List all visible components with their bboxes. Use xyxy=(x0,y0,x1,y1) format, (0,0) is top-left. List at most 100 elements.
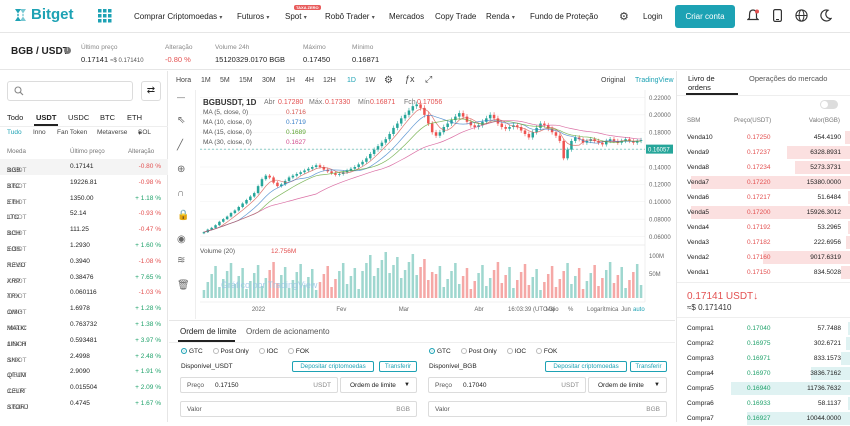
interval-1m[interactable]: 1M xyxy=(201,77,211,84)
interval-1w[interactable]: 1W xyxy=(365,77,376,84)
buy-amount-input[interactable]: Valor BGB xyxy=(180,401,417,417)
sell-transfer-button[interactable]: Transferir xyxy=(630,361,667,372)
swap-arrows-icon[interactable]: ⇄ xyxy=(141,81,161,101)
buy-price-input[interactable]: Preço 0.17150 USDT xyxy=(180,377,338,393)
ask-row[interactable]: Venda8 0.17234 5273.3731 xyxy=(677,160,850,175)
interval-1h[interactable]: 1H xyxy=(286,77,295,84)
tif-post-only[interactable]: Post Only xyxy=(212,348,249,355)
cursor-arrow-icon[interactable]: ⇖ xyxy=(177,115,186,126)
view-tradingview[interactable]: TradingView xyxy=(635,77,674,84)
filter-fan-token[interactable]: Fan Token xyxy=(57,129,88,136)
view-original[interactable]: Original xyxy=(601,77,626,84)
market-row[interactable]: SNX/USDT 2.4998 + 2.48 % xyxy=(7,352,161,364)
chart-settings-icon[interactable]: ⚙ xyxy=(384,75,393,86)
market-row[interactable]: CELR/USDT 0.015504 + 2.09 % xyxy=(7,384,161,396)
interval-15m[interactable]: 15M xyxy=(239,77,253,84)
filter-inno[interactable]: Inno xyxy=(33,129,46,136)
sell-price-input[interactable]: Preço 0.17040 USDT xyxy=(428,377,586,393)
zoom-icon[interactable]: ⊕ xyxy=(177,164,186,175)
market-row[interactable]: MATIC/USDT 0.763732 + 1.38 % xyxy=(7,321,161,332)
market-row[interactable]: BGB/USDT 0.17141 -0.80 % xyxy=(0,159,168,175)
notification-bell-icon[interactable] xyxy=(746,9,760,24)
tab-market-trades[interactable]: Operações do mercado xyxy=(749,74,828,83)
market-row[interactable]: STORJ/USDT 0.4745 + 1.67 % xyxy=(7,400,161,411)
ask-row[interactable]: Venda2 0.17160 9017.6319 xyxy=(677,250,850,265)
col-last-price[interactable]: Último preço xyxy=(70,148,105,155)
ask-row[interactable]: Venda1 0.17150 834.5028 xyxy=(677,265,850,280)
tab-usdc[interactable]: USDC xyxy=(68,113,90,122)
filter-metaverse[interactable]: Metaverse xyxy=(97,129,128,136)
interval-hora[interactable]: Hora xyxy=(176,77,192,84)
tab-trigger-order[interactable]: Ordem de acionamento xyxy=(246,327,330,336)
interval-12h[interactable]: 12H xyxy=(323,77,336,84)
buy-order-type-select[interactable]: Ordem de limite ▼ xyxy=(340,377,417,393)
signup-button[interactable]: Criar conta xyxy=(675,5,735,28)
ask-row[interactable]: Venda7 0.17220 15380.0000 xyxy=(677,175,850,190)
sell-order-type-select[interactable]: Ordem de limite ▼ xyxy=(588,377,667,393)
trash-icon[interactable]: 🗑 xyxy=(177,280,190,291)
market-search-input[interactable] xyxy=(7,81,133,101)
tif-gtc[interactable]: GTC xyxy=(429,348,451,355)
tif-ioc[interactable]: IOC xyxy=(258,348,278,355)
bid-row[interactable]: Compra6 0.16933 58.1137 xyxy=(677,396,850,411)
bid-row[interactable]: Compra1 0.17040 57.7488 xyxy=(677,321,850,336)
ask-row[interactable]: Venda10 0.17250 454.4190 xyxy=(677,130,850,145)
layers-icon[interactable]: ≋ xyxy=(177,255,186,266)
tab-usdt[interactable]: USDT xyxy=(36,113,57,122)
buy-transfer-button[interactable]: Transferir xyxy=(379,361,417,372)
interval-30m[interactable]: 30M xyxy=(262,77,276,84)
tab-btc[interactable]: BTC xyxy=(100,113,115,122)
percent-scale-toggle[interactable]: % xyxy=(568,307,574,313)
tif-post-only[interactable]: Post Only xyxy=(460,348,497,355)
crosshair-icon[interactable]: — xyxy=(177,93,185,102)
ask-row[interactable]: Venda3 0.17182 222.6956 xyxy=(677,235,850,250)
trading-pair[interactable]: BGB / USDT xyxy=(11,46,69,57)
nav-markets[interactable]: Mercados xyxy=(389,12,425,21)
visibility-eye-icon[interactable]: ◉ xyxy=(177,234,186,245)
market-row[interactable]: BTC/USDT 19226.81 -0.98 % xyxy=(7,178,161,190)
market-row[interactable]: OMG/USDT 1.6978 + 1.28 % xyxy=(7,305,161,317)
ask-row[interactable]: Venda9 0.17237 6328.8931 xyxy=(677,145,850,160)
market-row[interactable]: REVO/USDT 0.3940 -1.08 % xyxy=(7,257,161,269)
depth-toggle-switch[interactable] xyxy=(820,100,838,109)
interval-5m[interactable]: 5M xyxy=(220,77,230,84)
login-link[interactable]: Login xyxy=(643,12,663,21)
indicators-icon[interactable]: ƒx xyxy=(405,74,415,84)
settings-icon[interactable]: ⚙ xyxy=(619,11,629,23)
auto-scale-toggle[interactable]: auto xyxy=(633,307,645,313)
nav-spot[interactable]: Spot ▾ xyxy=(285,12,307,21)
bid-row[interactable]: Compra2 0.16975 302.6721 xyxy=(677,336,850,351)
tab-all[interactable]: Todo xyxy=(7,113,24,122)
bid-row[interactable]: Compra5 0.16940 11736.7632 xyxy=(677,381,850,396)
bid-row[interactable]: Compra7 0.16927 10044.0000 xyxy=(677,411,850,426)
interval-1d[interactable]: 1D xyxy=(347,77,356,84)
ask-row[interactable]: Venda6 0.17217 51.6484 xyxy=(677,190,850,205)
market-row[interactable]: XRP/USDT 0.38476 + 7.65 % xyxy=(7,273,161,285)
buy-deposit-button[interactable]: Depositar criptomoedas xyxy=(292,361,374,372)
info-icon[interactable]: i xyxy=(64,47,71,54)
nav-buy-crypto[interactable]: Comprar Criptomoedas ▾ xyxy=(134,12,223,21)
tab-order-book[interactable]: Livro de ordens xyxy=(688,74,715,92)
apps-grid-icon[interactable] xyxy=(98,9,112,25)
sell-deposit-button[interactable]: Depositar criptomoedas xyxy=(545,361,627,372)
market-row[interactable]: 1INCH/USDT 0.593481 + 3.97 % xyxy=(7,336,161,348)
dark-mode-moon-icon[interactable] xyxy=(820,9,833,24)
nav-protection-fund[interactable]: Fundo de Proteção xyxy=(530,12,599,21)
tab-limit-order[interactable]: Ordem de limite xyxy=(180,327,237,336)
lock-icon[interactable]: 🔒 xyxy=(177,210,190,221)
tif-fok[interactable]: FOK xyxy=(535,348,557,355)
nav-copy-trade[interactable]: Copy Trade xyxy=(435,12,477,21)
filter-all[interactable]: Tudo xyxy=(7,129,22,136)
ask-row[interactable]: Venda4 0.17192 53.2965 xyxy=(677,220,850,235)
trendline-icon[interactable]: ╱ xyxy=(177,140,184,151)
market-row[interactable]: ETH/USDT 1350.00 + 1.18 % xyxy=(7,194,161,206)
tif-fok[interactable]: FOK xyxy=(287,348,309,355)
tif-ioc[interactable]: IOC xyxy=(506,348,526,355)
bitget-logo[interactable]: Bitget xyxy=(12,6,74,23)
col-coin[interactable]: Moeda xyxy=(7,148,26,155)
nav-futures[interactable]: Futuros ▾ xyxy=(237,12,270,21)
col-change[interactable]: Alteração xyxy=(128,148,155,155)
fullscreen-icon[interactable]: ⤢ xyxy=(425,74,433,84)
market-row[interactable]: LTC/USDT 52.14 -0.93 % xyxy=(7,210,161,222)
market-row[interactable]: EOS/USDT 1.2930 + 1.60 % xyxy=(7,242,161,253)
